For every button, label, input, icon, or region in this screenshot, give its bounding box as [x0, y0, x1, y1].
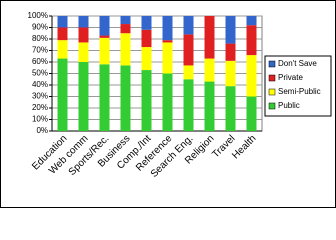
bar-segment: [57, 16, 68, 28]
bar-segment: [225, 60, 236, 87]
bar-segment: [99, 35, 110, 38]
bar-segment: [78, 16, 89, 28]
legend-box: [264, 55, 332, 117]
chart: 0%10%20%30%40%50%60%70%80%90%100%Educati…: [0, 0, 336, 208]
bar-segment: [162, 16, 173, 41]
bar-segment: [162, 73, 173, 131]
y-tick-label: 30%: [32, 92, 48, 101]
bar-segment: [162, 42, 173, 74]
bar-segment: [141, 29, 152, 48]
bar-segment: [141, 16, 152, 30]
legend-label: Semi-Public: [278, 87, 321, 96]
legend-swatch: [268, 102, 276, 110]
y-tick-label: 40%: [32, 80, 48, 89]
bar-segment: [204, 16, 215, 59]
bar-segment: [246, 16, 257, 26]
legend-swatch: [268, 74, 276, 82]
bar-segment: [78, 27, 89, 43]
bar-segment: [246, 55, 257, 97]
bar-segment: [120, 33, 131, 66]
y-tick-label: 10%: [32, 115, 48, 124]
legend-label: Public: [278, 101, 300, 110]
bar-segment: [120, 16, 131, 25]
bar-segment: [57, 27, 68, 41]
y-tick-label: 50%: [32, 69, 48, 78]
legend-swatch: [268, 60, 276, 68]
bar-segment: [57, 58, 68, 131]
y-tick-label: 60%: [32, 57, 48, 66]
bar-segment: [57, 40, 68, 59]
bar-segment: [78, 62, 89, 131]
bar-segment: [204, 58, 215, 82]
bar-segment: [120, 65, 131, 131]
legend-swatch: [268, 88, 276, 96]
y-tick-label: 90%: [32, 23, 48, 32]
bar-segment: [120, 24, 131, 34]
bar-segment: [225, 43, 236, 61]
bar-segment: [204, 81, 215, 131]
bar-segment: [183, 16, 194, 35]
y-tick-label: 70%: [32, 46, 48, 55]
bar-segment: [162, 40, 173, 43]
bar-segment: [225, 16, 236, 44]
bar-segment: [183, 34, 194, 66]
bar-segment: [183, 65, 194, 80]
y-tick-label: 80%: [32, 34, 48, 43]
bar-segment: [246, 96, 257, 131]
bar-segment: [99, 64, 110, 131]
bar-segment: [99, 37, 110, 65]
y-tick-label: 20%: [32, 103, 48, 112]
bar-segment: [99, 16, 110, 36]
bar-segment: [246, 25, 257, 56]
y-tick-label: 100%: [28, 11, 48, 20]
bar-segment: [183, 79, 194, 131]
bar-segment: [225, 86, 236, 131]
bar-segment: [78, 42, 89, 62]
legend-label: Private: [278, 73, 303, 82]
bar-segment: [141, 47, 152, 71]
legend-label: Don't Save: [278, 59, 317, 68]
y-tick-label: 0%: [36, 126, 48, 135]
bar-segment: [141, 70, 152, 131]
